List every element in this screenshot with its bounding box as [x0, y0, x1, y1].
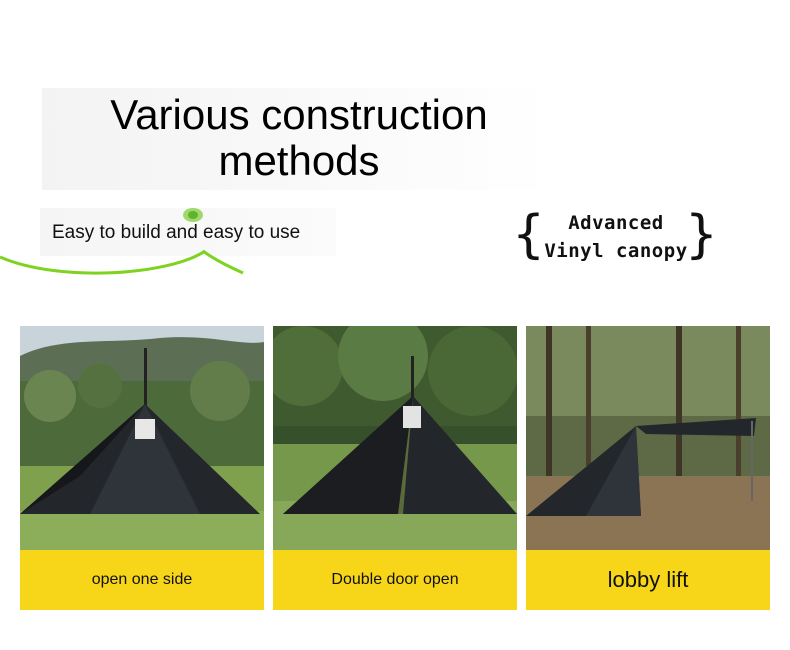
card-double-door-open: Double door open	[273, 326, 517, 610]
feature-badge: { Advanced Vinyl canopy }	[512, 205, 718, 269]
title-text: Various construction methods	[110, 91, 488, 184]
tent-photo-lobby-lift	[526, 326, 770, 550]
caption-double-door-open: Double door open	[273, 550, 517, 610]
title-background	[42, 88, 556, 190]
caption-lobby-lift: lobby lift	[526, 550, 770, 610]
card-lobby-lift: lobby lift	[526, 326, 770, 610]
badge-line-1: Advanced	[568, 212, 664, 234]
card-open-one-side: open one side	[20, 326, 264, 610]
leaf-icon	[183, 208, 203, 222]
badge-text: Advanced Vinyl canopy	[536, 209, 696, 265]
tent-photo-open-one-side	[20, 326, 264, 550]
badge-line-2: Vinyl canopy	[544, 240, 688, 262]
green-swoosh-decoration	[0, 249, 244, 275]
caption-open-one-side: open one side	[20, 550, 264, 610]
tent-photo-double-door-open	[273, 326, 517, 550]
right-brace-icon: }	[684, 205, 718, 265]
page-title: Various construction methods	[42, 92, 556, 184]
subtitle: Easy to build and easy to use	[52, 222, 301, 243]
left-brace-icon: {	[512, 205, 546, 265]
